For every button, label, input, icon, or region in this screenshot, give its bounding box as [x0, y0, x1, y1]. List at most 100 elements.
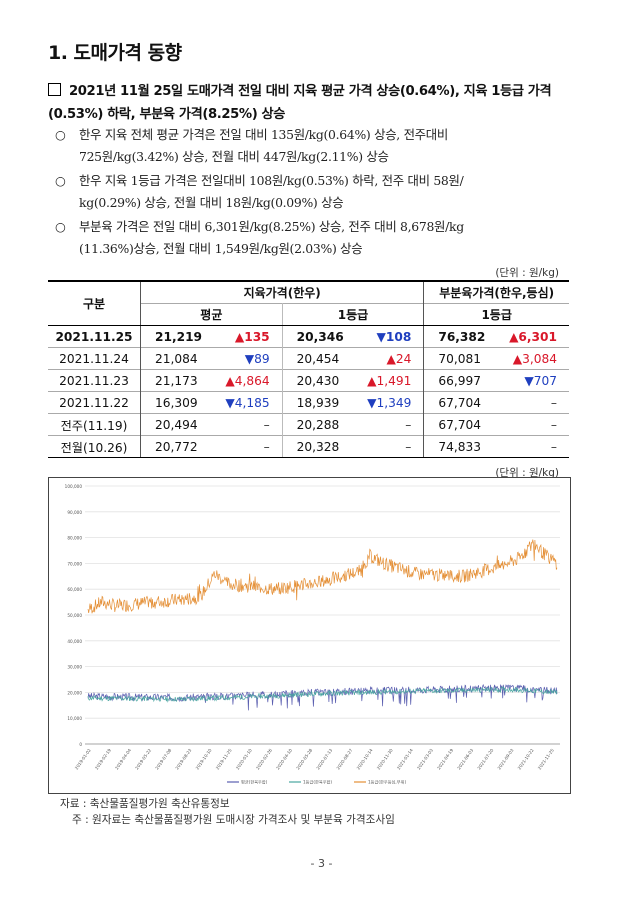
table-body: 2021.11.25 21,219 ▲135 20,346 ▼108 76,382 ▲6,3… [48, 325, 569, 458]
x-tick-label: 2019-02-19 [94, 747, 112, 770]
y-tick-label: 40,000 [67, 639, 82, 644]
headline-text: 2021년 11월 25일 도매가격 전일 대비 지육 평균 가격 상승(0.6… [48, 84, 552, 122]
header-grade1: 1등급 [282, 303, 424, 326]
row-label: 2021.11.25 [48, 325, 141, 348]
x-tick-label: 2021-10-22 [517, 747, 535, 770]
price-chart-svg: 0 10,000 20,000 30,000 40,000 50,000 60,000 70,… [65, 484, 560, 786]
cut-value: 67,704 [423, 391, 498, 414]
cut-value: 76,382 [423, 325, 498, 348]
y-tick-label: 0 [79, 742, 82, 747]
grade1-change: ▼1,349 [355, 391, 424, 414]
x-tick-label: 2020-02-26 [255, 747, 273, 770]
row-label: 2021.11.24 [48, 347, 141, 370]
y-tick-label: 50,000 [67, 613, 82, 618]
x-tick-label: 2019-05-22 [134, 747, 152, 770]
cut-change: ▲3,084 [497, 347, 569, 370]
x-tick-label: 2021-09-03 [496, 747, 514, 770]
table-row: 2021.11.25 21,219 ▲135 20,346 ▼108 76,382 ▲6,3… [48, 325, 569, 348]
note-line: 주 : 원자료는 축산물품질평가원 도매시장 가격조사 및 부분육 가격조사임 [72, 814, 395, 826]
table-row: 전월(10.26) 20,772–20,328–74,833– [48, 435, 569, 458]
grade1-value: 20,430 [282, 369, 356, 392]
avg-change: ▲135 [213, 325, 283, 348]
grade1-change: – [355, 435, 424, 458]
grade1-value: 20,454 [282, 347, 356, 370]
bullet-1: ○ 한우 지육 전체 평균 가격은 전일 대비 135원/kg(0.64%) 상승… [55, 124, 580, 168]
x-tick-label: 2019-08-23 [174, 747, 192, 770]
avg-change: – [213, 435, 283, 458]
cut-change: ▼707 [497, 369, 569, 392]
cut-value: 74,833 [423, 435, 498, 458]
source-notes: 자료 : 축산물품질평가원 축산유통정보 주 : 원자료는 축산물품질평가원 도… [60, 796, 395, 828]
row-label: 2021.11.23 [48, 369, 141, 392]
header-group: 구분 [48, 280, 141, 326]
grade1-value: 20,328 [282, 435, 356, 458]
cut-value: 67,704 [423, 413, 498, 436]
source-line: 자료 : 축산물품질평가원 축산유통정보 [60, 798, 230, 810]
avg-change: – [213, 413, 283, 436]
circle-bullet-icon: ○ [55, 219, 66, 234]
bullet-1-line1: 한우 지육 전체 평균 가격은 전일 대비 135원/kg(0.64%) 상승,… [79, 127, 448, 142]
avg-change: ▲4,864 [213, 369, 283, 392]
y-tick-label: 70,000 [67, 561, 82, 566]
legend-label: 평균(한육우합) [241, 779, 268, 786]
x-tick-label: 2019-11-25 [215, 747, 233, 770]
page-number: - 3 - [310, 857, 333, 870]
x-tick-label: 2021-07-20 [476, 747, 494, 770]
avg-value: 20,772 [139, 435, 214, 458]
circle-bullet-icon: ○ [55, 173, 66, 188]
cut-change: – [497, 391, 569, 414]
grade1-change: – [355, 413, 424, 436]
header-carcass-price: 지육가격(한우) [139, 280, 424, 304]
x-tick-label: 2021-01-14 [396, 747, 414, 770]
headline: 2021년 11월 25일 도매가격 전일 대비 지육 평균 가격 상승(0.6… [48, 80, 588, 126]
x-tick-label: 2020-01-10 [235, 747, 253, 770]
x-tick-label: 2021-04-19 [436, 747, 454, 770]
header-cuts-price: 부분육가격(한우,등심) [423, 280, 569, 304]
row-label: 2021.11.22 [48, 391, 141, 414]
avg-value: 16,309 [139, 391, 214, 414]
bullet-3: ○ 부분육 가격은 전일 대비 6,301원/kg(8.25%) 상승, 전주 대… [55, 216, 580, 260]
x-tick-label: 2019-07-08 [154, 747, 172, 770]
avg-value: 20,494 [139, 413, 214, 436]
bullet-3-line2: (11.36%)상승, 전월 대비 1,549원/kg원(2.03%) 상승 [79, 241, 363, 256]
table-row: 전주(11.19) 20,494–20,288–67,704– [48, 413, 569, 436]
grade1-value: 20,288 [282, 413, 356, 436]
cut-change: – [497, 435, 569, 458]
series-line [87, 539, 558, 614]
grade1-value: 20,346 [282, 325, 356, 348]
legend-label: 1등급(한우등심,부위) [368, 779, 406, 786]
cut-change: – [497, 413, 569, 436]
y-tick-label: 80,000 [67, 536, 82, 541]
x-tick-label: 2019-01-02 [74, 747, 92, 770]
y-tick-label: 60,000 [67, 587, 82, 592]
x-tick-label: 2021-03-03 [416, 747, 434, 770]
grade1-change: ▲1,491 [355, 369, 424, 392]
circle-bullet-icon: ○ [55, 127, 66, 142]
table-unit-label: (단위 : 원/kg) [495, 267, 559, 279]
x-tick-label: 2019-04-04 [114, 747, 132, 770]
x-tick-label: 2020-08-27 [335, 747, 353, 770]
price-chart: 0 10,000 20,000 30,000 40,000 50,000 60,000 70,… [48, 477, 571, 794]
bullet-2-line1: 한우 지육 1등급 가격은 전일대비 108원/kg(0.53%) 하락, 전주… [79, 173, 464, 188]
y-tick-label: 20,000 [67, 690, 82, 695]
grade1-value: 18,939 [282, 391, 356, 414]
checkbox-square-icon [48, 83, 61, 96]
row-label: 전월(10.26) [48, 435, 141, 458]
x-tick-label: 2020-04-10 [275, 747, 293, 770]
bullet-2: ○ 한우 지육 1등급 가격은 전일대비 108원/kg(0.53%) 하락, 전… [55, 170, 580, 214]
chart-unit-label: (단위 : 원/kg) [495, 467, 559, 479]
avg-change: ▼4,185 [213, 391, 283, 414]
x-tick-label: 2019-10-10 [195, 747, 213, 770]
cut-change: ▲6,301 [497, 325, 569, 348]
x-tick-label: 2021-11-25 [537, 747, 555, 770]
y-tick-label: 90,000 [67, 510, 82, 515]
x-tick-label: 2020-07-13 [315, 747, 333, 770]
bullet-2-line2: kg(0.29%) 상승, 전월 대비 18원/kg(0.09%) 상승 [79, 195, 344, 210]
table-row: 2021.11.23 21,173 ▲4,864 20,430 ▲1,491 66,997… [48, 369, 569, 392]
y-tick-label: 100,000 [65, 484, 83, 489]
x-tick-label: 2020-10-14 [356, 747, 374, 770]
avg-value: 21,084 [139, 347, 214, 370]
y-tick-label: 10,000 [67, 716, 82, 721]
table-row: 2021.11.22 16,309 ▼4,185 18,939 ▼1,349 67,704… [48, 391, 569, 414]
grade1-change: ▼108 [355, 325, 424, 348]
